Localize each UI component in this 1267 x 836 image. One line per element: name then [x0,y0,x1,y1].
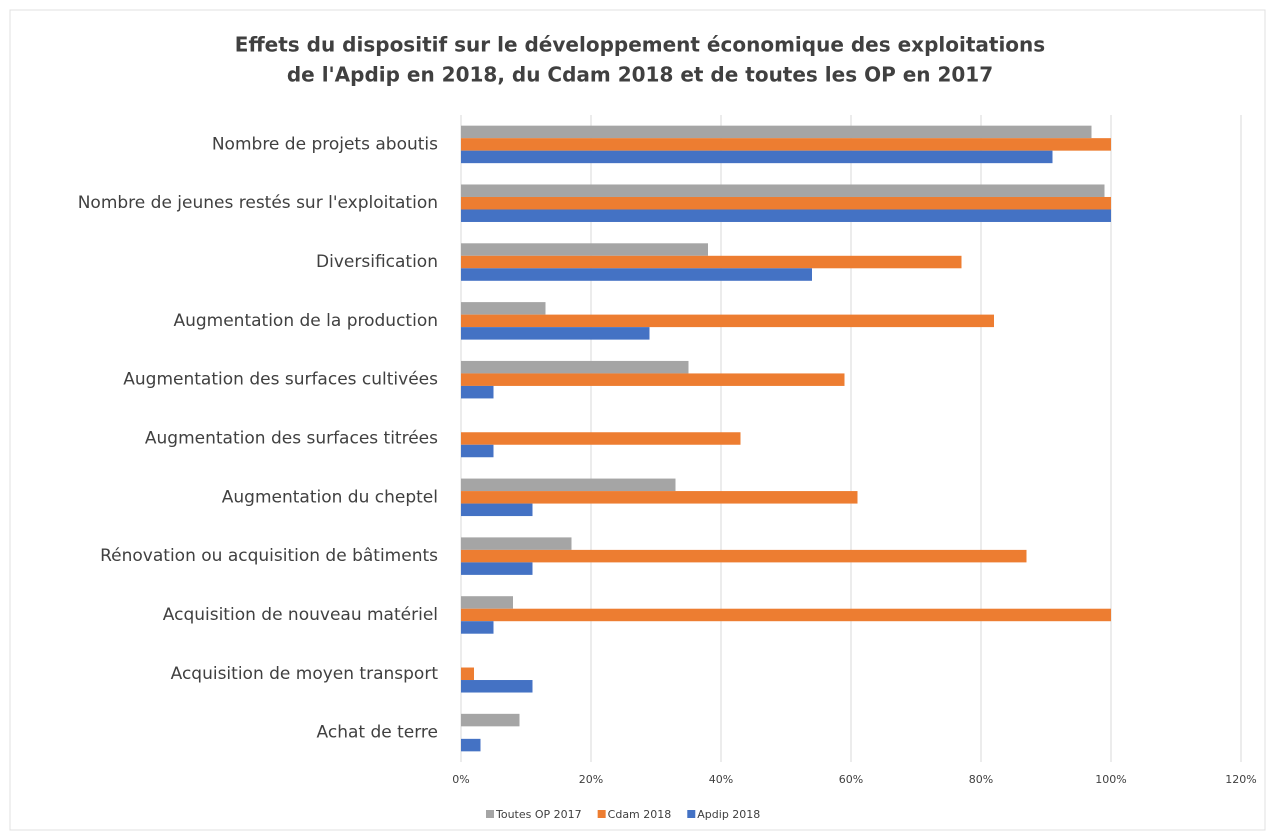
x-tick-label: 80% [969,773,993,786]
legend-swatch [597,810,606,818]
y-tick-label: Rénovation ou acquisition de bâtiments [100,546,438,566]
bar [461,549,1027,563]
y-tick-label: Acquisition de moyen transport [171,664,439,684]
bar [461,184,1105,197]
bar [461,608,1111,622]
bar [461,562,533,575]
chart-title: de l'Apdip en 2018, du Cdam 2018 et de t… [287,63,993,87]
bar [461,150,1053,164]
bar [461,255,962,269]
x-tick-label: 60% [839,773,863,786]
y-tick-label: Achat de terre [317,723,438,743]
x-tick-label: 120% [1225,773,1256,786]
y-tick-label: Nombre de projets aboutis [212,134,438,154]
bar [461,491,858,504]
chart-title: Effets du dispositif sur le développemen… [235,33,1045,57]
bar [461,713,520,727]
x-tick-label: 40% [709,773,733,786]
bar [461,596,513,609]
legend-swatch [687,810,696,818]
bar [461,680,533,693]
bar [461,503,533,517]
bar [461,738,481,752]
y-tick-label: Diversification [316,252,438,272]
bar [461,537,572,550]
legend-label: Apdip 2018 [697,808,760,821]
bar [461,621,494,634]
y-tick-label: Acquisition de nouveau matériel [163,605,438,625]
legend-label: Cdam 2018 [608,808,672,821]
bar [461,138,1111,151]
bar [461,373,845,386]
legend-swatch [486,810,494,818]
y-tick-label: Augmentation des surfaces cultivées [123,370,438,390]
bar [461,314,994,328]
bar [461,125,1092,139]
bar [461,327,650,340]
y-tick-label: Augmentation de la production [173,311,438,331]
bar [461,196,1111,210]
x-tick-label: 100% [1095,773,1126,786]
legend-label: Toutes OP 2017 [495,808,582,821]
bar [461,478,676,492]
bar [461,302,546,315]
bar [461,360,689,374]
x-tick-label: 20% [579,773,603,786]
bar [461,432,741,445]
y-tick-label: Augmentation des surfaces titrées [145,429,438,449]
x-tick-label: 0% [452,773,469,786]
bar [461,209,1111,222]
y-tick-label: Augmentation du cheptel [222,487,438,507]
bar [461,268,812,281]
bar [461,667,474,681]
bar [461,385,494,399]
bar [461,243,708,256]
y-tick-label: Nombre de jeunes restés sur l'exploitati… [78,193,438,213]
bar [461,444,494,458]
